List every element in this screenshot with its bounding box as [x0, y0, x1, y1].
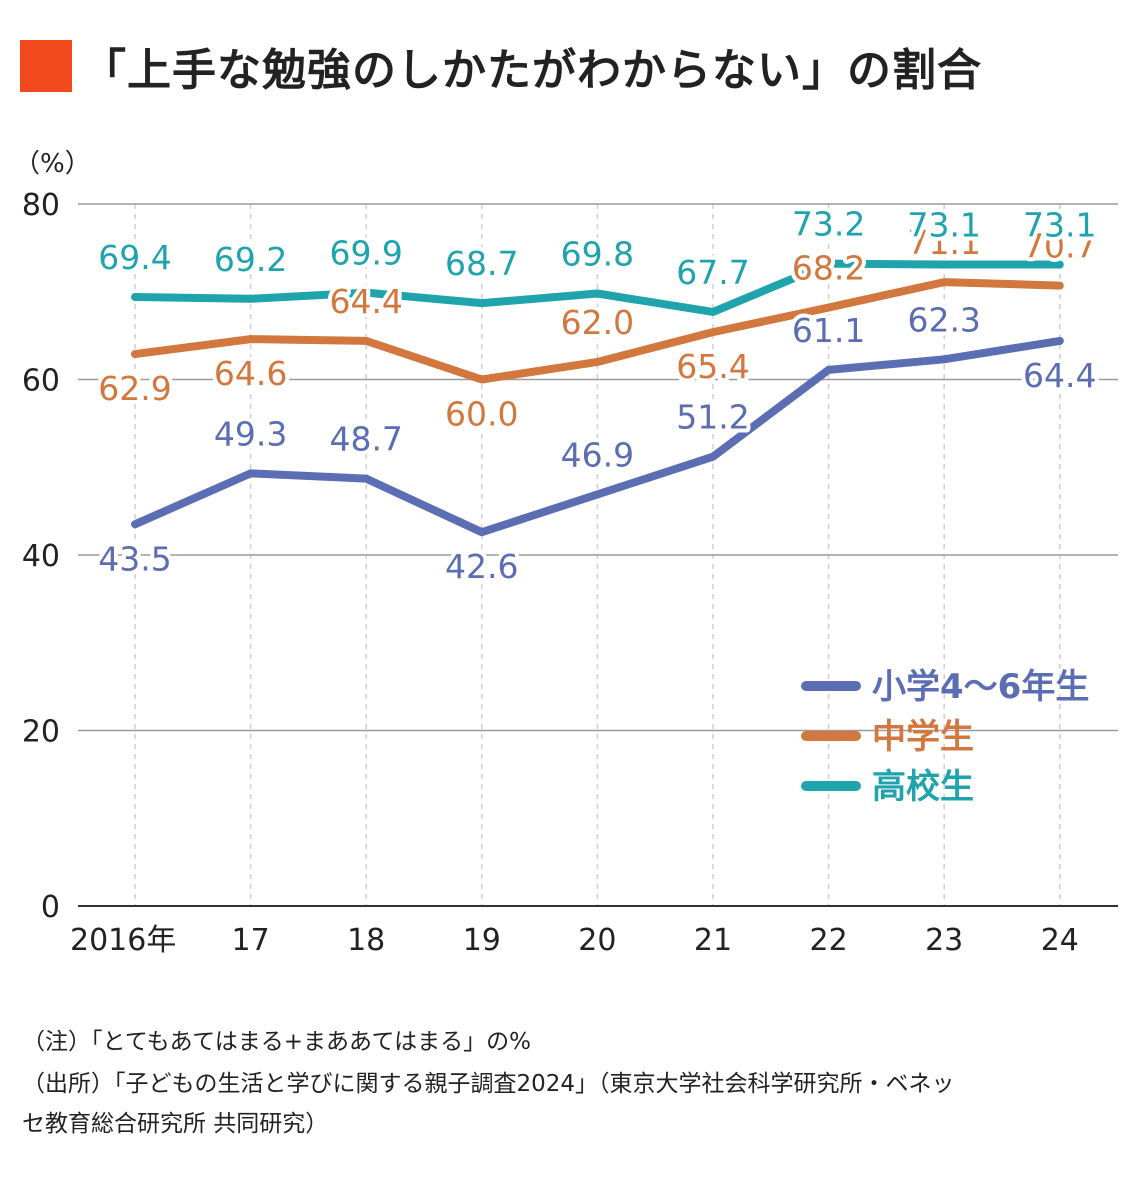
data-label: 68.2 [792, 249, 865, 288]
data-label: 69.8 [561, 235, 634, 274]
data-label: 70.7 [1023, 227, 1096, 266]
x-tick-label: 24 [1041, 923, 1079, 958]
data-label: 43.5 [98, 539, 171, 578]
title-square-icon [20, 40, 72, 92]
x-tick-label: 22 [810, 923, 848, 958]
data-point [709, 453, 717, 461]
y-tick-label: 60 [22, 364, 60, 399]
grid [78, 203, 1118, 907]
x-tick-label: 23 [925, 923, 963, 958]
chart-title: 「上手な勉強のしかたがわからない」の割合 [82, 45, 982, 96]
x-tick-label: 21 [694, 923, 732, 958]
data-point [593, 358, 601, 366]
data-label: 62.3 [907, 300, 980, 339]
x-tick-label: 2016年 [70, 923, 176, 958]
data-point [131, 293, 139, 301]
y-tick-label: 0 [41, 890, 60, 925]
data-point [940, 261, 948, 269]
y-tick-label: 20 [22, 715, 60, 750]
data-point [1056, 337, 1064, 345]
data-label: 64.6 [214, 354, 287, 393]
data-label: 48.7 [329, 420, 402, 459]
data-point [247, 335, 255, 343]
data-point [593, 290, 601, 298]
data-label: 73.1 [907, 206, 980, 245]
data-point [247, 469, 255, 477]
data-point [247, 295, 255, 303]
source-text-1: （出所）「子どもの生活と学びに関する親子調査2024」（東京大学社会科学研究所・… [22, 1071, 955, 1097]
data-label: 67.7 [676, 253, 749, 292]
data-point [940, 278, 948, 286]
line-chart: 0 20 40 60 80 （%） 2016年 17 18 19 20 21 22 23 24 43.5 49… [14, 149, 1118, 958]
data-label: 69.4 [98, 238, 171, 277]
source-text-2: セ教育総合研究所 共同研究） [22, 1111, 329, 1137]
y-tick-label: 80 [22, 188, 60, 223]
data-label: 62.9 [98, 369, 171, 408]
data-point [825, 366, 833, 374]
legend-label: 高校生 [872, 767, 974, 807]
data-label: 60.0 [445, 395, 518, 434]
data-label: 73.1 [1023, 206, 1096, 245]
y-axis-unit: （%） [14, 149, 91, 179]
data-label: 62.0 [561, 303, 634, 342]
data-point [940, 355, 948, 363]
data-label: 49.3 [214, 414, 287, 453]
data-point [478, 299, 486, 307]
data-label: 64.4 [1023, 356, 1096, 395]
data-label: 51.2 [676, 398, 749, 437]
x-tick-label: 20 [578, 923, 616, 958]
data-point [593, 490, 601, 498]
x-tick-label: 17 [232, 923, 270, 958]
data-point [478, 528, 486, 536]
data-label: 71.1 [907, 223, 980, 262]
data-point [362, 475, 370, 483]
legend-label: 小学4〜6年生 [872, 667, 1089, 707]
data-point [362, 337, 370, 345]
data-label: 69.2 [214, 240, 287, 279]
y-tick-label: 40 [22, 539, 60, 574]
data-point [478, 376, 486, 383]
x-tick-label: 19 [463, 923, 501, 958]
data-point [131, 350, 139, 358]
data-point [825, 260, 833, 268]
data-label: 65.4 [676, 347, 749, 386]
data-point [131, 520, 139, 528]
data-point [709, 308, 717, 316]
data-label: 64.4 [329, 282, 402, 321]
data-label: 61.1 [792, 311, 865, 350]
data-labels: 43.5 49.3 48.7 42.6 46.9 51.2 61.1 62.3 64.4 62.9… [94, 201, 1100, 591]
title-row: 「上手な勉強のしかたがわからない」の割合 [20, 36, 982, 96]
series [131, 259, 1064, 537]
data-label: 46.9 [561, 435, 634, 474]
data-label: 69.9 [329, 234, 402, 273]
data-label: 68.7 [445, 244, 518, 283]
data-label: 73.2 [792, 205, 865, 244]
data-label: 42.6 [445, 547, 518, 586]
note-text: （注）「とてもあてはまる+まああてはまる」の% [22, 1029, 531, 1055]
data-point [1056, 282, 1064, 290]
data-point [825, 304, 833, 312]
legend-label: 中学生 [872, 717, 974, 757]
data-point [1056, 261, 1064, 269]
data-point [709, 328, 717, 336]
axes: 0 20 40 60 80 （%） 2016年 17 18 19 20 21 22 23 24 [14, 149, 1079, 958]
x-tick-label: 18 [347, 923, 385, 958]
data-point [362, 289, 370, 297]
